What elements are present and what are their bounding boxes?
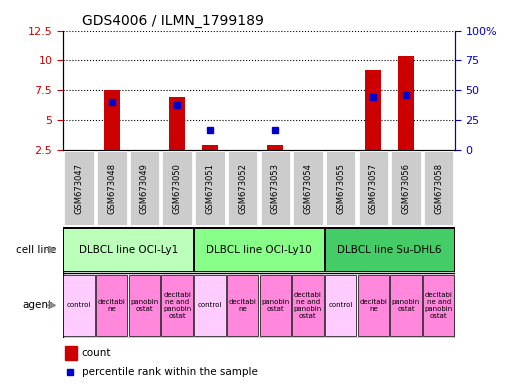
FancyBboxPatch shape [163,151,192,225]
Text: control: control [67,302,92,308]
FancyBboxPatch shape [195,151,224,225]
Text: control: control [198,302,222,308]
FancyBboxPatch shape [260,151,290,225]
Text: GDS4006 / ILMN_1799189: GDS4006 / ILMN_1799189 [83,14,264,28]
FancyBboxPatch shape [390,275,422,336]
Text: count: count [82,348,111,358]
FancyBboxPatch shape [194,228,324,271]
Text: decitabi
ne: decitabi ne [98,299,126,312]
Text: percentile rank within the sample: percentile rank within the sample [82,367,257,377]
FancyBboxPatch shape [96,275,128,336]
Text: GSM673048: GSM673048 [107,163,116,214]
Text: panobin
ostat: panobin ostat [392,299,420,312]
Text: decitabi
ne and
panobin
ostat: decitabi ne and panobin ostat [163,292,191,319]
Text: DLBCL line OCI-Ly10: DLBCL line OCI-Ly10 [206,245,312,255]
FancyBboxPatch shape [293,151,323,225]
Text: GSM673052: GSM673052 [238,163,247,214]
Text: GSM673053: GSM673053 [271,163,280,214]
Bar [202,145,218,150]
FancyBboxPatch shape [326,151,355,225]
Text: decitabi
ne and
panobin
ostat: decitabi ne and panobin ostat [294,292,322,319]
FancyBboxPatch shape [424,151,453,225]
FancyBboxPatch shape [63,273,455,338]
Bar [398,56,414,150]
FancyBboxPatch shape [325,275,356,336]
FancyBboxPatch shape [194,275,225,336]
Text: decitabi
ne and
panobin
ostat: decitabi ne and panobin ostat [425,292,453,319]
Text: cell line: cell line [16,245,56,255]
FancyBboxPatch shape [162,275,193,336]
FancyBboxPatch shape [129,275,160,336]
Bar [104,90,120,150]
Text: DLBCL line OCI-Ly1: DLBCL line OCI-Ly1 [78,245,178,255]
FancyBboxPatch shape [423,275,454,336]
FancyBboxPatch shape [64,151,94,225]
FancyBboxPatch shape [227,275,258,336]
Text: GSM673058: GSM673058 [434,163,443,214]
FancyBboxPatch shape [359,151,388,225]
Text: GSM673047: GSM673047 [75,163,84,214]
Text: panobin
ostat: panobin ostat [130,299,158,312]
Text: agent: agent [22,300,52,310]
FancyBboxPatch shape [130,151,159,225]
Text: GSM673056: GSM673056 [402,163,411,214]
FancyBboxPatch shape [97,151,127,225]
Text: GSM673054: GSM673054 [303,163,312,214]
FancyBboxPatch shape [63,227,455,273]
FancyBboxPatch shape [358,275,389,336]
FancyBboxPatch shape [259,275,291,336]
FancyBboxPatch shape [391,151,420,225]
FancyBboxPatch shape [63,228,193,271]
Text: DLBCL line Su-DHL6: DLBCL line Su-DHL6 [337,245,442,255]
Text: GSM673055: GSM673055 [336,163,345,214]
Bar [267,145,283,150]
FancyBboxPatch shape [292,275,324,336]
FancyBboxPatch shape [63,275,95,336]
Text: GSM673051: GSM673051 [206,163,214,214]
Text: GSM673057: GSM673057 [369,163,378,214]
Text: control: control [328,302,353,308]
Bar [169,98,185,150]
FancyBboxPatch shape [325,228,454,271]
FancyBboxPatch shape [228,151,257,225]
Bar [65,346,77,360]
Text: decitabi
ne: decitabi ne [359,299,387,312]
Text: panobin
ostat: panobin ostat [261,299,289,312]
Text: GSM673050: GSM673050 [173,163,181,214]
Bar [365,70,381,150]
Text: decitabi
ne: decitabi ne [229,299,256,312]
Text: GSM673049: GSM673049 [140,163,149,214]
